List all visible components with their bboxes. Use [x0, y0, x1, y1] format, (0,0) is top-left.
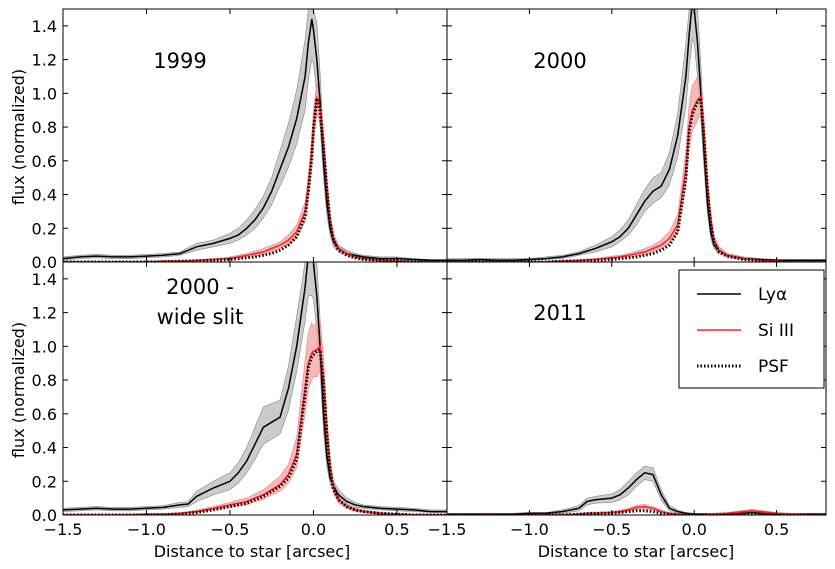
panel-frame-4 [446, 261, 827, 516]
y-tick-label-3-1: 0.2 [32, 472, 57, 491]
y-tick-label-3-0: 0.0 [32, 506, 57, 525]
y-tick-label-3-3: 0.6 [32, 405, 57, 424]
y-axis-label-bottom: flux (normalized) [9, 322, 28, 458]
x-tick-label-3-2: −0.5 [211, 520, 250, 539]
legend-box [678, 269, 825, 389]
y-tick-label-1-2: 0.4 [32, 186, 57, 205]
legend-si-label: Si III [758, 321, 794, 341]
panel-1: 0.0 0.2 0.4 0.6 0.8 1.0 1.2 1.4 1999 [32, 8, 448, 272]
panel-3: 0.0 0.2 0.4 0.6 0.8 1.0 1.2 1.4 −1.5 −1.0 −0.5 0.0 0… [32, 261, 448, 539]
band-si-iii-3 [63, 320, 447, 515]
line-si-iii-2 [447, 94, 826, 262]
y-tick-label-3-6: 1.2 [32, 304, 57, 323]
y-tick-label-1-6: 1.2 [32, 51, 57, 70]
y-tick-label-3-7: 1.4 [32, 270, 57, 289]
y-tick-label-1-5: 1.0 [32, 84, 57, 103]
line-psf-1 [63, 97, 447, 262]
y-axis-label-top: flux (normalized) [9, 69, 28, 205]
x-tick-label-3-0: −1.5 [44, 520, 83, 539]
band-ly--1 [63, 9, 447, 262]
y-tick-label-3-2: 0.4 [32, 439, 57, 458]
panel-title-1: 1999 [153, 49, 206, 73]
x-tick-label-4-4: 0.5 [764, 520, 789, 539]
plot-area-1 [63, 9, 447, 262]
x-axis-label-left: Distance to star [arcsec] [154, 542, 351, 561]
x-tick-label-4-1: −1.0 [510, 520, 549, 539]
plot-area-2 [447, 9, 826, 262]
panel-2: 2000 [446, 8, 827, 263]
y-tick-label-1-4: 0.8 [32, 118, 57, 137]
y-tick-label-1-1: 0.2 [32, 219, 57, 238]
x-tick-label-3-3: 0.0 [301, 520, 326, 539]
panel-title-3-line-1: 2000 - [166, 275, 234, 299]
x-tick-label-4-0: −1.5 [428, 520, 467, 539]
x-tick-label-4-3: 0.0 [681, 520, 706, 539]
panel-title-4: 2011 [533, 301, 586, 325]
y-tick-label-1-0: 0.0 [32, 253, 57, 272]
line-psf-2 [447, 94, 826, 262]
band-si-iii-2 [447, 76, 826, 262]
x-tick-label-3-4: 0.5 [384, 520, 409, 539]
legend: Lyα Si III PSF [678, 269, 825, 389]
y-tick-label-3-5: 1.0 [32, 337, 57, 356]
panel-frame-3 [62, 261, 448, 516]
y-tick-label-1-7: 1.4 [32, 17, 57, 36]
y-tick-label-1-3: 0.6 [32, 152, 57, 171]
line-ly--3 [63, 262, 447, 513]
line-ly--1 [63, 18, 447, 262]
panel-title-2: 2000 [533, 49, 586, 73]
line-si-iii-1 [63, 96, 447, 262]
band-ly--3 [63, 262, 447, 513]
panel-4: −1.5 −1.0 −0.5 0.0 0.5 2011 [428, 261, 827, 539]
y-tick-label-3-4: 0.8 [32, 371, 57, 390]
band-ly--4 [447, 465, 826, 515]
line-ly--4 [447, 471, 826, 515]
x-tick-label-4-2: −0.5 [592, 520, 631, 539]
x-tick-label-3-1: −1.0 [127, 520, 166, 539]
legend-lya-label: Lyα [758, 285, 787, 305]
band-si-iii-1 [63, 83, 447, 262]
plot-area-4 [447, 465, 826, 515]
plot-area-3 [63, 262, 447, 515]
x-axis-label-right: Distance to star [arcsec] [538, 542, 735, 561]
legend-psf-label: PSF [758, 357, 789, 377]
line-si-iii-4 [447, 505, 826, 515]
panel-title-3-line-2: wide slit [157, 305, 244, 329]
band-ly--2 [447, 9, 826, 262]
